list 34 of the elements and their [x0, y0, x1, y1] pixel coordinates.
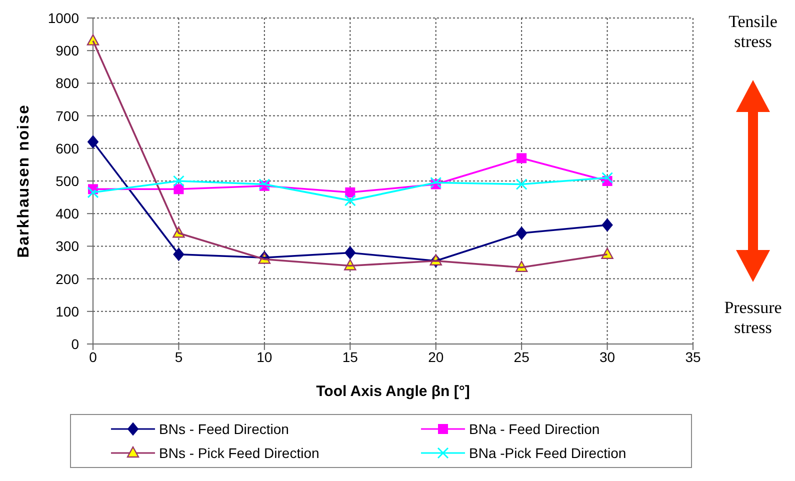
x-tick-label: 30: [599, 348, 616, 365]
legend-label: BNa -Pick Feed Direction: [469, 445, 626, 461]
x-tick-label: 5: [174, 348, 183, 365]
y-tick-label: 200: [56, 270, 80, 287]
legend-label: BNa - Feed Direction: [469, 421, 600, 437]
point: [88, 135, 98, 148]
x-axis-title: Tool Axis Angle βn [°]: [316, 383, 470, 400]
x-tick-label: 35: [685, 348, 701, 365]
legend-label: BNs - Pick Feed Direction: [159, 445, 320, 461]
y-tick-label: 300: [56, 238, 80, 254]
text: Tensile stress: [728, 12, 778, 52]
x-tick-label: 25: [514, 348, 530, 365]
point: [430, 176, 442, 188]
x-tick-label: 10: [256, 348, 272, 365]
y-tick-label: 800: [56, 75, 80, 92]
x-tick-label: 20: [428, 348, 444, 365]
point: [344, 194, 356, 206]
point: [172, 175, 184, 187]
y-tick-label: 100: [56, 303, 80, 320]
y-tick-label: 1000: [48, 10, 80, 26]
y-tick-label: 700: [56, 108, 80, 124]
y-axis-title: Barkhausen noise: [16, 104, 33, 258]
y-tick-label: 0: [71, 336, 80, 352]
y-tick-label: 900: [56, 42, 80, 59]
y-tick-label: 600: [56, 140, 80, 156]
point: [602, 172, 614, 184]
y-tick-label: 400: [56, 206, 80, 222]
point: [516, 178, 528, 190]
legend-label: BNs - Feed Direction: [159, 421, 289, 437]
x-tick-label: 0: [89, 348, 98, 365]
point: [87, 186, 99, 198]
text: Pressure stress: [723, 298, 783, 338]
x-tick-label: 15: [342, 348, 358, 365]
y-tick-label: 500: [56, 172, 80, 189]
